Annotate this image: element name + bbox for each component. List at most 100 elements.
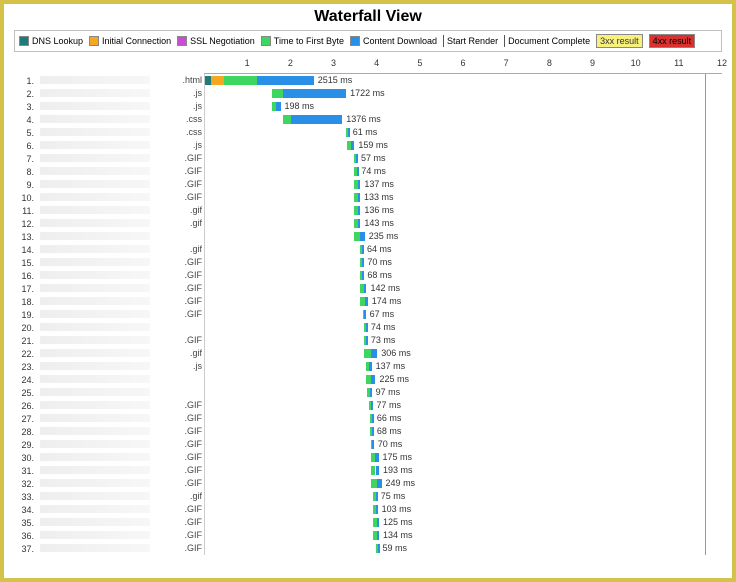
legend-result-box: 3xx result xyxy=(596,34,643,48)
resource-cell: .GIF xyxy=(36,191,204,204)
segment-download xyxy=(371,401,373,410)
row-time-label: 193 ms xyxy=(383,464,413,477)
resource-ext: .GIF xyxy=(185,529,203,542)
segment-download xyxy=(358,219,360,228)
resource-cell: .GIF xyxy=(36,152,204,165)
row-track: 136 ms xyxy=(204,204,722,217)
resource-cell: .GIF xyxy=(36,516,204,529)
row-number: 7. xyxy=(14,154,36,164)
resource-name-blur xyxy=(40,167,150,175)
row-number: 32. xyxy=(14,479,36,489)
legend-swatch xyxy=(350,36,360,46)
waterfall-row: 20.74 ms xyxy=(14,321,722,334)
axis-tick: 12 xyxy=(717,58,727,68)
row-track: 73 ms xyxy=(204,334,722,347)
row-time-label: 70 ms xyxy=(367,256,392,269)
row-time-label: 306 ms xyxy=(381,347,411,360)
resource-name-blur xyxy=(40,76,150,84)
row-time-label: 225 ms xyxy=(380,373,410,386)
resource-name-blur xyxy=(40,206,150,214)
resource-ext: .GIF xyxy=(185,399,203,412)
resource-ext: .html xyxy=(182,74,202,87)
waterfall-row: 10..GIF133 ms xyxy=(14,191,722,204)
resource-cell: .gif xyxy=(36,243,204,256)
resource-ext: .GIF xyxy=(185,269,203,282)
row-time-label: 59 ms xyxy=(383,542,408,555)
row-number: 20. xyxy=(14,323,36,333)
resource-cell: .js xyxy=(36,139,204,152)
resource-ext: .js xyxy=(193,87,202,100)
row-time-label: 235 ms xyxy=(369,230,399,243)
row-number: 21. xyxy=(14,336,36,346)
row-time-label: 73 ms xyxy=(371,334,396,347)
segment-download xyxy=(371,349,377,358)
row-track: 249 ms xyxy=(204,477,722,490)
segment-download xyxy=(351,141,354,150)
legend-item: Time to First Byte xyxy=(261,36,344,46)
waterfall-row: 7..GIF57 ms xyxy=(14,152,722,165)
waterfall-row: 24.225 ms xyxy=(14,373,722,386)
segment-download xyxy=(378,544,380,553)
resource-ext: .js xyxy=(193,100,202,113)
row-number: 9. xyxy=(14,180,36,190)
resource-ext: .GIF xyxy=(185,152,203,165)
segment-download xyxy=(358,193,360,202)
rows-container: 1..html2515 ms2..js1722 ms3..js198 ms4..… xyxy=(14,74,722,555)
row-time-label: 66 ms xyxy=(377,412,402,425)
resource-cell: .GIF xyxy=(36,308,204,321)
resource-name-blur xyxy=(40,492,150,500)
waterfall-row: 8..GIF74 ms xyxy=(14,165,722,178)
segment-download xyxy=(372,414,374,423)
resource-cell: .gif xyxy=(36,217,204,230)
segment-ttfb xyxy=(283,115,292,124)
resource-ext: .js xyxy=(193,360,202,373)
axis-tick: 10 xyxy=(631,58,641,68)
row-number: 11. xyxy=(14,206,36,216)
row-number: 18. xyxy=(14,297,36,307)
row-number: 33. xyxy=(14,492,36,502)
axis-tick: 5 xyxy=(417,58,422,68)
segment-download xyxy=(362,258,364,267)
waterfall-row: 17..GIF142 ms xyxy=(14,282,722,295)
segment-download xyxy=(357,167,359,176)
axis-tick: 3 xyxy=(331,58,336,68)
resource-ext: .GIF xyxy=(185,542,203,555)
row-track: 66 ms xyxy=(204,412,722,425)
row-time-label: 64 ms xyxy=(367,243,392,256)
row-number: 6. xyxy=(14,141,36,151)
row-number: 31. xyxy=(14,466,36,476)
resource-ext: .GIF xyxy=(185,165,203,178)
resource-name-blur xyxy=(40,245,150,253)
legend-label: DNS Lookup xyxy=(32,36,83,46)
row-number: 19. xyxy=(14,310,36,320)
segment-download xyxy=(364,310,366,319)
segment-connect xyxy=(211,76,224,85)
resource-cell xyxy=(36,230,204,243)
row-number: 13. xyxy=(14,232,36,242)
segment-ttfb xyxy=(224,76,256,85)
row-track: 1722 ms xyxy=(204,87,722,100)
waterfall-row: 19..GIF67 ms xyxy=(14,308,722,321)
resource-name-blur xyxy=(40,310,150,318)
row-number: 36. xyxy=(14,531,36,541)
segment-download xyxy=(365,297,368,306)
row-number: 30. xyxy=(14,453,36,463)
row-track: 133 ms xyxy=(204,191,722,204)
segment-download xyxy=(358,206,361,215)
resource-name-blur xyxy=(40,388,150,396)
legend-item: Initial Connection xyxy=(89,36,171,46)
row-time-label: 77 ms xyxy=(376,399,401,412)
segment-download xyxy=(360,232,364,241)
row-track: 67 ms xyxy=(204,308,722,321)
row-number: 10. xyxy=(14,193,36,203)
row-track: 61 ms xyxy=(204,126,722,139)
segment-download xyxy=(370,388,372,397)
resource-name-blur xyxy=(40,219,150,227)
waterfall-row: 5..css61 ms xyxy=(14,126,722,139)
row-track: 70 ms xyxy=(204,256,722,269)
resource-name-blur xyxy=(40,479,150,487)
row-time-label: 68 ms xyxy=(377,425,402,438)
resource-ext: .gif xyxy=(190,204,202,217)
resource-name-blur xyxy=(40,544,150,552)
resource-ext: .GIF xyxy=(185,503,203,516)
